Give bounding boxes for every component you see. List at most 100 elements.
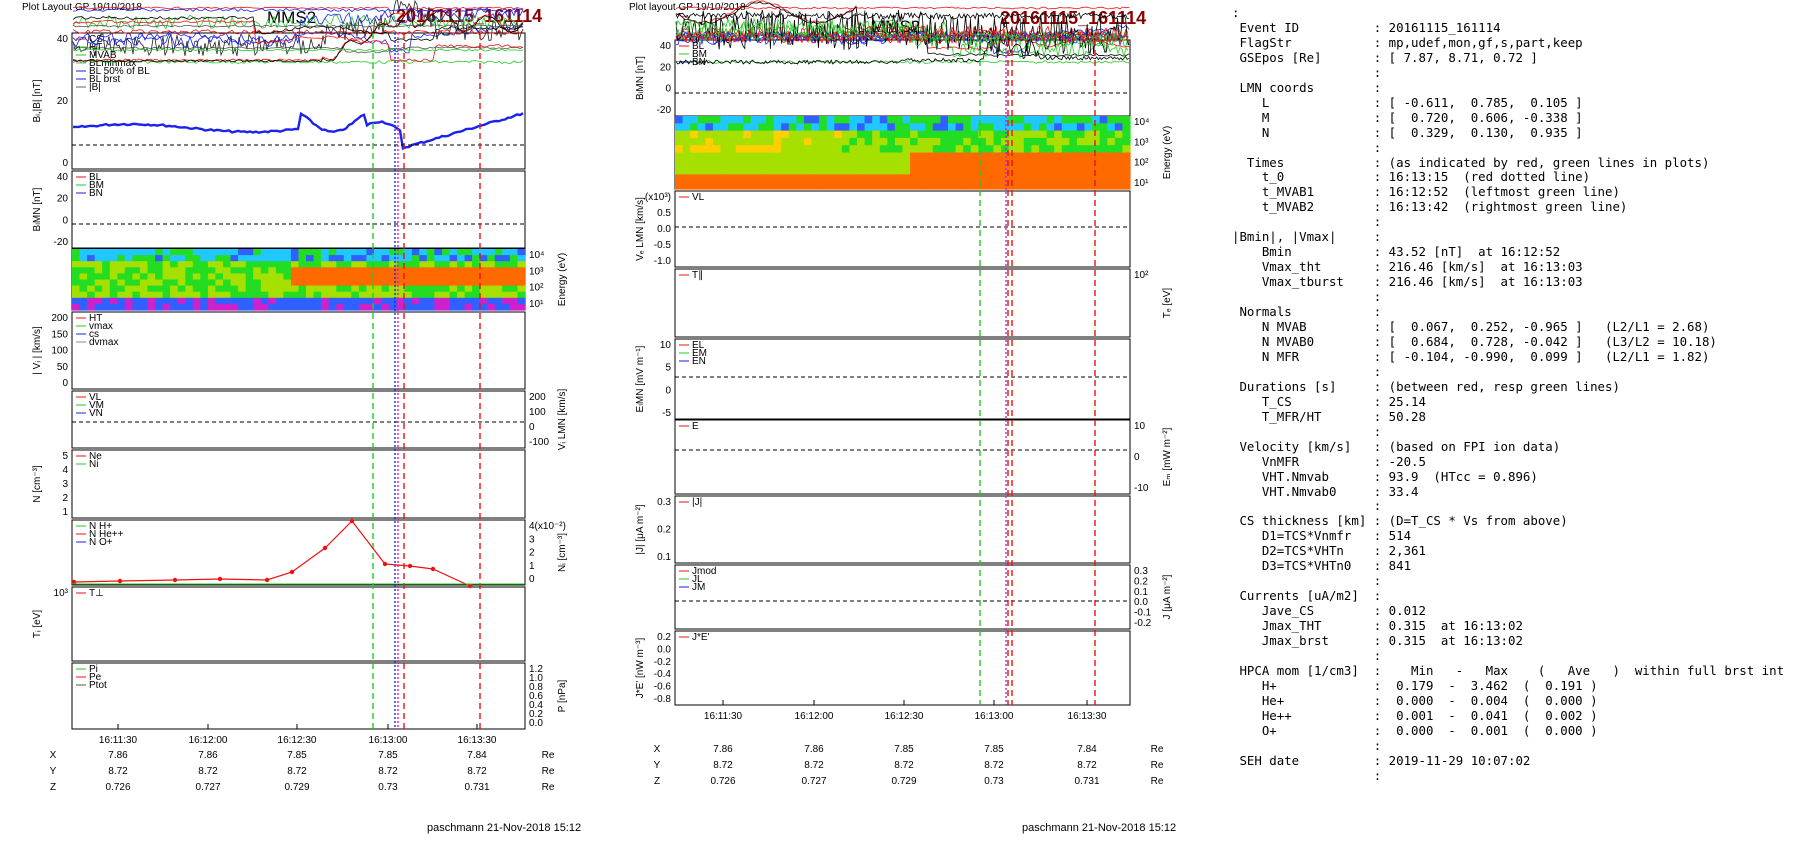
spectrogram-cell [796,181,805,190]
spectrogram-cell [404,273,413,281]
spectrogram-cell [117,255,126,262]
spectrogram-cell [124,261,133,268]
coord-value: 7.84 [467,750,487,761]
spectrogram-cell [743,152,752,161]
series-line [73,7,524,63]
spectrogram-cell [374,297,383,305]
spectrogram-cell [132,267,141,274]
coord-value: 8.72 [804,760,824,771]
spectrogram-cell [87,249,96,256]
spectrogram-cell [963,152,972,161]
spectrogram-cell [970,123,979,132]
spectrogram-cell [343,285,352,293]
info-line: t_MVAB2 : 16:13:42 (rightmost green line… [1232,199,1628,215]
info-line: Velocity [km/s] : (based on FPI ion data… [1232,438,1561,454]
series-line [72,14,524,30]
spectrogram-cell [230,297,239,305]
spectrogram-cell [215,255,224,262]
spectrogram-cell [1061,116,1070,124]
spectrogram-cell [275,273,285,281]
spectrogram-cell [109,291,118,299]
spectrogram-cell [381,267,390,274]
spectrogram-cell [773,174,782,183]
spectrogram-cell [223,285,232,293]
spectrogram-cell [1031,152,1040,161]
y-tick-label: 0.0 [1134,597,1148,608]
spectrogram-cell [200,291,209,299]
spectrogram-cell [457,267,466,274]
spectrogram-cell [238,255,247,262]
spectrogram-cell [494,255,503,262]
spectrogram-cell [872,174,881,183]
spectrogram-cell [200,261,209,268]
spectrogram-cell [509,255,519,262]
legend-label: BN [89,188,103,199]
legend-label: vmax [89,321,113,332]
y-tick-label: 5 [62,451,68,462]
spectrogram-cell [223,267,232,274]
spectrogram-cell [494,249,503,256]
spectrogram-cell [705,130,714,139]
spectrogram-cell [720,130,729,139]
spectrogram-cell [419,303,428,311]
spectrogram-cell [1023,123,1032,132]
series-line [72,46,524,54]
spectrogram-cell [124,285,133,293]
y-axis-label: BₗMN [nT] [635,56,646,100]
spectrogram-cell [87,273,96,281]
spectrogram-cell [917,116,926,124]
legend-label: Pi [89,664,98,675]
spectrogram-cell [849,123,858,132]
spectrogram-cell [1122,130,1131,139]
spectrogram-cell [720,181,729,190]
spectrogram-cell [1061,145,1070,154]
info-line: |Bmin|, |Vmax| : [1232,229,1382,245]
spectrogram-cell [177,255,186,262]
spectrogram-cell [796,152,805,161]
spectrogram-cell [162,291,171,299]
coord-value: 0.726 [710,776,735,787]
spectrogram-cell [238,285,247,293]
spectrogram-cell [290,249,300,256]
y-axis-label: Eₘ [mW m⁻²] [1162,427,1173,486]
spectrogram-cell [970,145,979,154]
spectrogram-cell [803,130,813,139]
spectrogram-cell [230,261,239,268]
spectrogram-cell [472,285,481,293]
spectrogram-cell [773,152,782,161]
spectrogram-cell [230,255,239,262]
spectrogram-cell [441,285,451,293]
spectrogram-cell [1054,123,1063,132]
spectrogram-cell [253,249,262,256]
coord-row-label: Y [654,760,661,771]
spectrogram-cell [321,249,330,256]
spectrogram-cell [864,152,873,161]
spectrogram-cell [494,279,503,287]
spectrogram-cell [381,249,390,256]
spectrogram-cell [902,167,911,175]
y-tick-label: 20 [660,62,672,73]
spectrogram-cell [170,291,179,299]
spectrogram-cell [87,303,96,311]
spectrogram-cell [940,123,949,132]
spectrogram-cell [426,279,435,287]
spectrogram-cell [72,285,81,293]
spectrogram-cell [887,159,896,168]
spectrogram-cell [87,255,96,262]
spectrogram-cell [336,297,345,305]
spectrogram-cell [487,249,496,256]
info-line: t_MVAB1 : 16:12:52 (leftmost green line) [1232,184,1620,200]
spectrogram-cell [336,273,345,281]
spectrogram-cell [351,303,360,311]
spectrogram-cell [902,145,911,154]
spectrogram-cell [238,291,247,299]
y-tick-label: 0 [1134,452,1140,463]
spectrogram-cell [940,145,949,154]
spectrogram-cell [819,174,828,183]
coord-value: 8.72 [713,760,733,771]
spectrogram-cell [1076,167,1086,175]
y-tick-label: 1.2 [529,664,543,675]
spectrogram-cell [517,261,526,268]
spectrogram-cell [245,297,254,305]
spectrogram-cell [464,279,473,287]
